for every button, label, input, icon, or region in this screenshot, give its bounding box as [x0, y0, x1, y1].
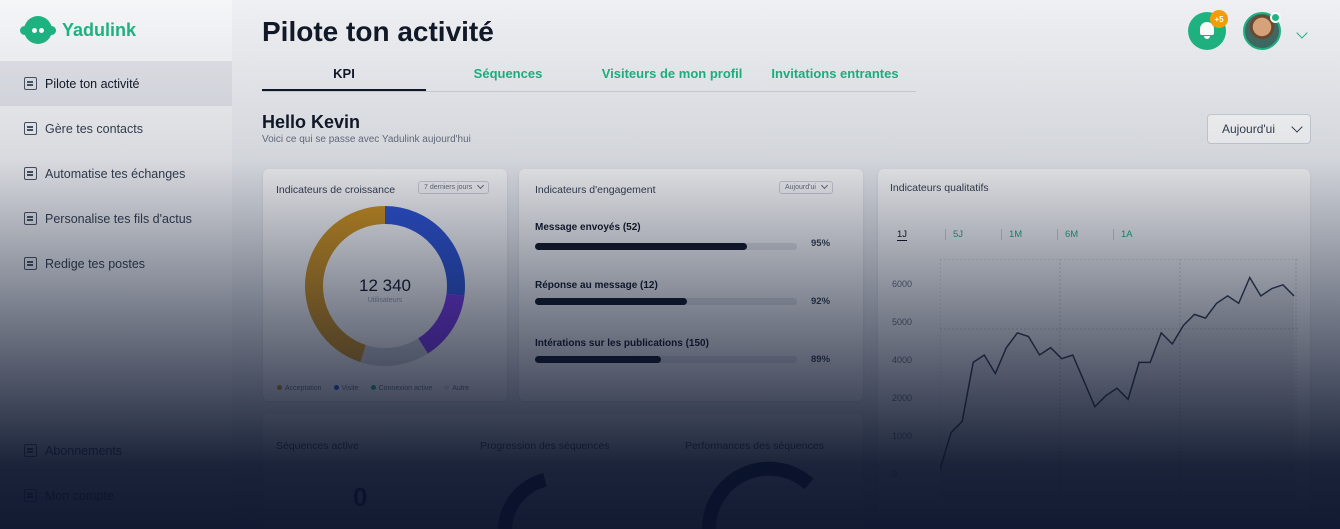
sidebar-item-label: Automatise tes échanges	[45, 166, 186, 181]
sidebar-item-label: Personalise tes fils d'actus	[45, 211, 192, 226]
contacts-icon	[24, 122, 37, 135]
progression-gauge	[498, 473, 547, 529]
sidebar: Yadulink Pilote ton activité Gère tes co…	[0, 0, 232, 529]
sidebar-item-abonnements[interactable]: Abonnements	[0, 428, 232, 473]
tab-bar: KPI Séquences Visiteurs de mon profil In…	[262, 66, 916, 92]
growth-period-value: 7 derniers jours	[424, 184, 473, 191]
sequences-card: Séquences active 0 Progression des séque…	[263, 414, 863, 529]
sidebar-item-label: Mon compte	[45, 488, 114, 503]
qualitative-card: Indicateurs qualitatifs 1J 5J 1M 6M 1A 6…	[878, 169, 1310, 519]
qualitative-title: Indicateurs qualitatifs	[890, 182, 989, 194]
engagement-bar	[535, 298, 797, 305]
engagement-bar	[535, 356, 797, 363]
donut-legend: Acceptation Visite Connexion active Autr…	[277, 385, 469, 392]
sidebar-bottom-nav: Abonnements Mon compte	[0, 428, 232, 518]
tab-sequences[interactable]: Séquences	[473, 66, 543, 81]
donut-total-label: Utilisateurs	[367, 297, 403, 304]
range-1a[interactable]: 1A	[1121, 229, 1133, 240]
sidebar-item-contacts[interactable]: Gère tes contacts	[0, 106, 232, 151]
engagement-row-label: Intérations sur les publications (150)	[535, 338, 709, 349]
range-5j[interactable]: 5J	[946, 229, 1002, 240]
sidebar-item-label: Pilote ton activité	[45, 76, 140, 91]
growth-title: Indicateurs de croissance	[276, 184, 396, 196]
news-icon	[24, 212, 37, 225]
logo-text: Yadulink	[62, 19, 137, 40]
logo-icon	[20, 16, 56, 44]
chevron-down-icon[interactable]	[1296, 24, 1308, 42]
user-icon	[24, 489, 37, 502]
engagement-row-percent: 95%	[811, 238, 831, 249]
engagement-row-label: Message envoyés (52)	[535, 222, 641, 233]
chat-icon	[24, 167, 37, 180]
growth-card: Indicateurs de croissance 7 derniers jou…	[263, 169, 507, 401]
donut-segment-grey	[360, 338, 428, 366]
greeting-subtitle: Voici ce qui se passe avec Yadulink aujo…	[262, 134, 471, 145]
sidebar-item-account[interactable]: Mon compte	[0, 473, 232, 518]
donut-total: 12 340	[359, 276, 411, 295]
logo[interactable]: Yadulink	[20, 16, 137, 44]
sidebar-item-label: Redige tes postes	[45, 256, 146, 271]
engagement-period-select[interactable]: Aujourd'ui	[779, 181, 833, 194]
edit-icon	[24, 257, 37, 270]
sidebar-item-automatise[interactable]: Automatise tes échanges	[0, 151, 232, 196]
sidebar-item-redige[interactable]: Redige tes postes	[0, 241, 232, 286]
page-title: Pilote ton activité	[262, 16, 494, 47]
range-1m[interactable]: 1M	[1002, 229, 1058, 240]
subscription-icon	[24, 444, 37, 457]
date-filter-select[interactable]: Aujourd'ui	[1207, 114, 1311, 144]
y-tick-label: 0	[892, 469, 898, 479]
legend-item-autre: Autre	[444, 385, 469, 392]
legend-item-acceptation: Acceptation	[277, 385, 322, 392]
qualitative-line-chart	[940, 259, 1300, 499]
performance-gauge	[701, 461, 814, 529]
engagement-bar	[535, 243, 797, 250]
chevron-down-icon	[820, 181, 828, 190]
tab-visiteurs[interactable]: Visiteurs de mon profil	[601, 66, 743, 81]
online-status-indicator	[1270, 12, 1281, 23]
engagement-bar-fill	[535, 243, 748, 250]
main-content: Pilote ton activité +5 KPI Séquences Vis…	[232, 0, 1340, 529]
y-tick-label: 6000	[892, 279, 913, 289]
y-tick-label: 2000	[892, 393, 913, 403]
range-1j[interactable]: 1J	[890, 229, 946, 240]
sidebar-nav: Pilote ton activité Gère tes contacts Au…	[0, 61, 232, 286]
engagement-title: Indicateurs d'engagement	[535, 184, 656, 196]
sequence-gauges	[498, 461, 814, 529]
tab-invitations[interactable]: Invitations entrantes	[771, 66, 899, 81]
engagement-row-percent: 89%	[811, 354, 831, 365]
chart-icon	[24, 77, 37, 90]
engagement-bar-fill	[535, 298, 687, 305]
date-filter-value: Aujourd'ui	[1222, 122, 1275, 136]
engagement-row-label: Réponse au message (12)	[535, 280, 658, 291]
sidebar-item-personalise[interactable]: Personalise tes fils d'actus	[0, 196, 232, 241]
engagement-row-percent: 92%	[811, 296, 831, 307]
range-6m[interactable]: 6M	[1058, 229, 1114, 240]
range-selector: 1J 5J 1M 6M 1A	[890, 229, 1170, 240]
chevron-down-icon	[1291, 121, 1303, 133]
notifications-button[interactable]: +5	[1188, 10, 1228, 50]
engagement-card: Indicateurs d'engagement Aujourd'ui Mess…	[519, 169, 863, 401]
notification-badge: +5	[1210, 10, 1228, 28]
sidebar-item-label: Gère tes contacts	[45, 121, 143, 136]
greeting-title: Hello Kevin	[262, 112, 361, 132]
growth-period-select[interactable]: 7 derniers jours	[418, 181, 490, 194]
tab-kpi[interactable]: KPI	[262, 66, 426, 91]
y-tick-label: 1000	[892, 431, 913, 441]
engagement-period-value: Aujourd'ui	[785, 184, 816, 191]
chevron-down-icon	[477, 181, 485, 190]
legend-item-connexion: Connexion active	[370, 385, 432, 392]
y-tick-label: 5000	[892, 317, 913, 327]
sidebar-item-pilote[interactable]: Pilote ton activité	[0, 61, 232, 106]
legend-item-visite: Visite	[333, 385, 359, 392]
sidebar-item-label: Abonnements	[45, 443, 123, 458]
y-tick-label: 4000	[892, 355, 913, 365]
engagement-bar-fill	[535, 356, 661, 363]
